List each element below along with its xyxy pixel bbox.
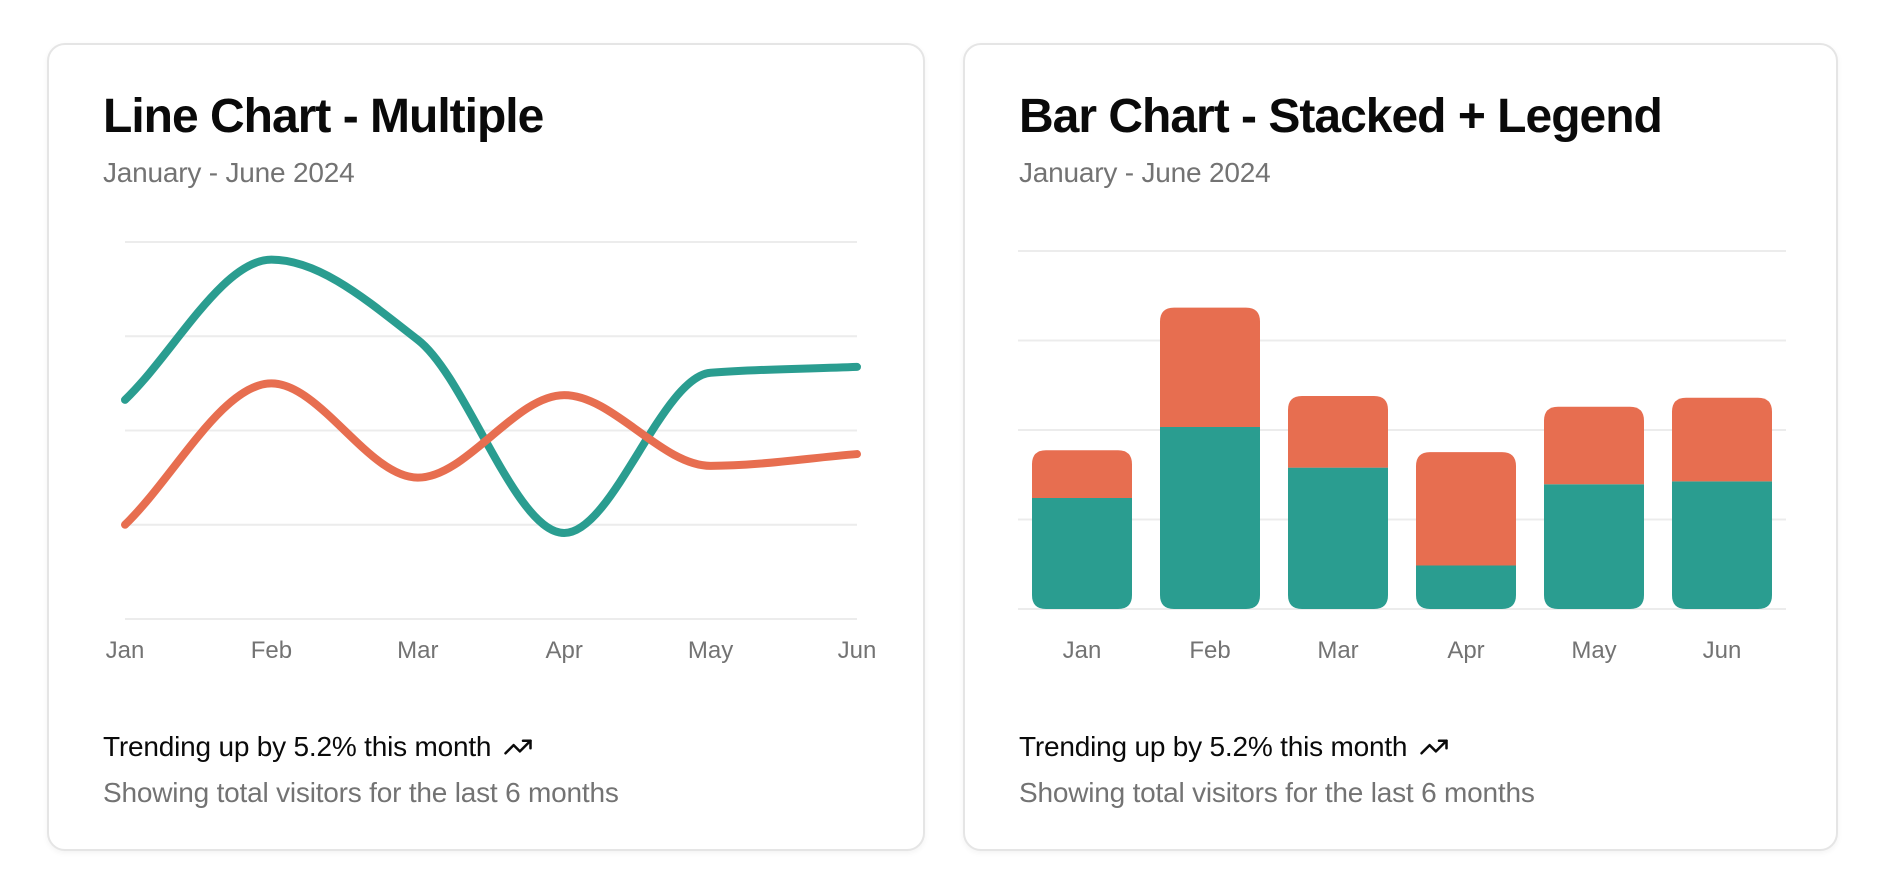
bar-segment-desktop — [1416, 565, 1516, 609]
card-title: Bar Chart - Stacked + Legend — [1019, 90, 1663, 143]
card-subtitle: January - June 2024 — [103, 157, 355, 188]
bar-segment-desktop — [1672, 481, 1772, 609]
x-axis-tick-label: Jan — [106, 637, 145, 664]
footer-caption: Showing total visitors for the last 6 mo… — [103, 777, 619, 808]
bar-segment-desktop — [1032, 498, 1132, 609]
x-axis-tick-label: Feb — [1189, 637, 1230, 664]
line-chart-card: Line Chart - Multiple January - June 202… — [47, 43, 925, 851]
x-axis-tick-label: May — [1571, 637, 1616, 664]
x-axis-tick-label: Apr — [1447, 637, 1484, 664]
line-series-desktop — [121, 255, 861, 537]
bar-segment-mobile — [1160, 307, 1260, 428]
footer-trend-line: Trending up by 5.2% this month — [1019, 729, 1449, 765]
footer-trend-line: Trending up by 5.2% this month — [103, 729, 533, 765]
bar-segment-desktop — [1288, 467, 1388, 609]
x-axis-tick-label: Mar — [1317, 637, 1358, 664]
trending-up-icon — [504, 739, 533, 755]
bar-chart-card: Bar Chart - Stacked + Legend January - J… — [963, 43, 1838, 851]
footer-trend-text: Trending up by 5.2% this month — [103, 731, 492, 762]
card-subtitle: January - June 2024 — [1019, 157, 1271, 188]
x-axis-tick-label: Feb — [251, 637, 292, 664]
bar-chart-card-body: Bar Chart - Stacked + Legend January - J… — [965, 45, 1836, 849]
bar-segment-mobile — [1288, 395, 1388, 468]
bar-segment-mobile — [1032, 450, 1132, 499]
x-axis-tick-label: Mar — [397, 637, 438, 664]
bar-segment-mobile — [1416, 452, 1516, 566]
trending-up-icon — [1420, 739, 1449, 755]
footer-caption: Showing total visitors for the last 6 mo… — [1019, 777, 1535, 808]
footer-trend-text: Trending up by 5.2% this month — [1019, 731, 1408, 762]
bar-segment-mobile — [1544, 406, 1644, 485]
bar-segment-desktop — [1160, 427, 1260, 609]
card-title: Line Chart - Multiple — [103, 90, 544, 143]
bar-segment-mobile — [1672, 397, 1772, 482]
x-axis-tick-label: May — [688, 637, 733, 664]
x-axis-tick-label: Jan — [1063, 637, 1102, 664]
x-axis-tick-label: Jun — [838, 637, 877, 664]
x-axis-tick-label: Jun — [1703, 637, 1742, 664]
bar-segment-desktop — [1544, 484, 1644, 609]
line-chart: Jan Feb Mar Apr May Jun — [106, 241, 877, 664]
x-axis-tick-label: Apr — [546, 637, 583, 664]
line-chart-card-body: Line Chart - Multiple January - June 202… — [49, 45, 923, 849]
bar-chart: Jan Feb Mar Apr May Jun — [1018, 250, 1786, 664]
line-series-mobile — [121, 379, 861, 529]
